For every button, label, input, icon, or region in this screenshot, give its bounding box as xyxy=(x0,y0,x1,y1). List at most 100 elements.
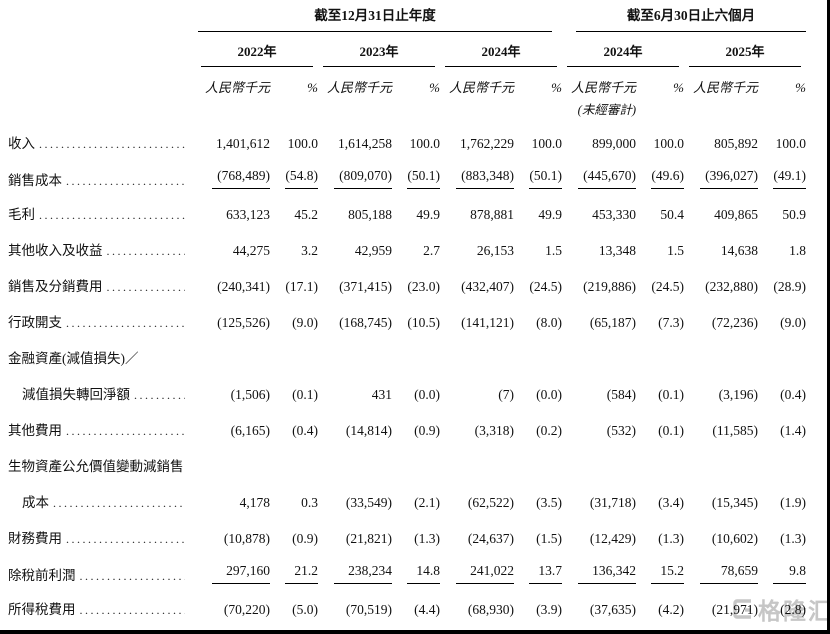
unit-header-row: 人民幣千元 % 人民幣千元 % 人民幣千元 % 人民幣千元 % 人民幣千元 % xyxy=(0,67,806,96)
percent-cell: 11.0 xyxy=(636,626,684,630)
row-label: 年度／期間利潤 xyxy=(0,626,196,630)
unit-header-amount: 人民幣千元 xyxy=(204,80,270,95)
unit-header-percent: % xyxy=(307,80,318,95)
amount-cell: (584) xyxy=(606,387,636,402)
dot-leader xyxy=(39,208,185,223)
period-header-annual-label: 截至12月31日止年度 xyxy=(198,4,552,32)
percent-cell: 49.9 xyxy=(538,207,562,222)
table-row: 金融資產(減值損失)／ xyxy=(0,339,806,375)
percent-cell: (10.5) xyxy=(407,315,440,330)
unaudited-note: (未經審計) xyxy=(577,103,636,117)
percent-cell: (1.3) xyxy=(414,531,440,546)
amount-cell: (10,602) xyxy=(711,531,758,546)
amount-cell: (809,070) xyxy=(318,160,392,195)
row-label: 其他費用 xyxy=(0,411,196,447)
percent-cell: (2.1) xyxy=(414,495,440,510)
percent-cell: 50.9 xyxy=(782,207,806,222)
amount-cell: (768,489) xyxy=(196,160,270,195)
percent-cell: (0.9) xyxy=(414,423,440,438)
amount-cell: (125,526) xyxy=(217,315,270,330)
amount-cell: 297,160 xyxy=(196,555,270,590)
amount-cell: (21,971) xyxy=(711,602,758,617)
percent-cell: 9.8 xyxy=(514,626,562,630)
percent-cell: (0.1) xyxy=(658,387,684,402)
row-label: 其他收入及收益 xyxy=(0,231,196,267)
amount-cell: 1,401,612 xyxy=(216,136,270,151)
amount-cell: (24,637) xyxy=(467,531,514,546)
header-spacer xyxy=(0,4,196,32)
table-row: 其他費用 (6,165) (0.4) (14,814) (0.9) (3,318) (0.2… xyxy=(0,411,806,447)
period-header-interim-label: 截至6月30日止六個月 xyxy=(576,4,806,32)
table-row: 成本 4,178 0.3 (33,549) (2.1) (62,522) (3.5) (31,… xyxy=(0,483,806,519)
amount-cell: 26,153 xyxy=(476,243,514,258)
percent-cell: (9.0) xyxy=(292,315,318,330)
amount-cell: 13,348 xyxy=(598,243,636,258)
amount-cell: (72,236) xyxy=(711,315,758,330)
percent-cell: (1.3) xyxy=(658,531,684,546)
table-row: 毛利 633,123 45.2 805,188 49.9 878,881 49.9 453,3… xyxy=(0,195,806,231)
amount-cell: (168,745) xyxy=(339,315,392,330)
amount-cell: (31,718) xyxy=(589,495,636,510)
gelonghui-watermark: 格隆汇 xyxy=(731,592,830,626)
percent-cell: (0.1) xyxy=(658,423,684,438)
table-row: 銷售成本(768,489)(54.8)(809,070)(50.1)(883,3… xyxy=(0,160,806,195)
dot-leader xyxy=(80,603,186,618)
percent-cell: (7.3) xyxy=(658,315,684,330)
financial-table: 截至12月31日止年度 截至6月30日止六個月 2022年 2023年 2024… xyxy=(0,4,806,630)
amount-cell: 136,342 xyxy=(562,555,636,590)
dot-leader xyxy=(80,569,186,584)
amount-cell: (141,121) xyxy=(461,315,514,330)
year-column-header-2024-interim: 2024年 xyxy=(562,32,684,67)
percent-cell: (50.1) xyxy=(392,160,440,195)
dot-leader xyxy=(66,424,185,439)
table-row: 行政開支 (125,526) (9.0) (168,745) (10.5) (141,12… xyxy=(0,303,806,339)
row-label: 銷售成本 xyxy=(0,160,196,195)
amount-cell: 899,000 xyxy=(592,136,636,151)
amount-cell: 431 xyxy=(371,387,392,402)
table-row: 所得稅費用 (70,220) (5.0) (70,519) (4.4) (68,930) (… xyxy=(0,590,806,626)
unit-header-percent: % xyxy=(795,80,806,95)
unit-header-amount: 人民幣千元 xyxy=(570,80,636,95)
amount-cell: 805,892 xyxy=(714,136,758,151)
percent-cell: (0.1) xyxy=(292,387,318,402)
amount-cell: (445,670) xyxy=(562,160,636,195)
amount-cell: 56,688 xyxy=(684,626,758,630)
percent-cell: (4.2) xyxy=(658,602,684,617)
dot-leader xyxy=(66,532,185,547)
row-label: 毛利 xyxy=(0,195,196,231)
percent-cell: 2.7 xyxy=(423,243,440,258)
amount-cell: (33,549) xyxy=(345,495,392,510)
amount-cell: 44,275 xyxy=(232,243,270,258)
amount-cell: (68,930) xyxy=(467,602,514,617)
percent-cell: 14.8 xyxy=(392,555,440,590)
watermark-text: 格隆汇 xyxy=(758,598,830,624)
percent-cell: (0.4) xyxy=(292,423,318,438)
percent-cell: (49.1) xyxy=(758,160,806,195)
table-row: 年度／期間利潤226,94016.2167,71510.4172,0929.89… xyxy=(0,626,806,630)
row-label: 減值損失轉回淨額 xyxy=(0,375,196,411)
header-spacer xyxy=(0,32,196,67)
percent-cell: (8.0) xyxy=(536,315,562,330)
amount-cell: (65,187) xyxy=(589,315,636,330)
percent-cell: 0.3 xyxy=(301,495,318,510)
amount-cell: (7) xyxy=(498,387,514,402)
empty-cells xyxy=(196,339,806,375)
percent-cell: 100.0 xyxy=(287,136,318,151)
table-row: 收入 1,401,612 100.0 1,614,258 100.0 1,762,229 1… xyxy=(0,118,806,160)
amount-cell: (240,341) xyxy=(217,279,270,294)
year-column-header-2022: 2022年 xyxy=(196,32,318,67)
amount-cell: (21,821) xyxy=(345,531,392,546)
row-label: 行政開支 xyxy=(0,303,196,339)
percent-cell: (49.6) xyxy=(636,160,684,195)
percent-cell: (28.9) xyxy=(773,279,806,294)
percent-cell: 1.5 xyxy=(545,243,562,258)
amount-cell: (37,635) xyxy=(589,602,636,617)
percent-cell: (17.1) xyxy=(285,279,318,294)
percent-cell: 21.2 xyxy=(270,555,318,590)
percent-cell: (4.4) xyxy=(414,602,440,617)
amount-cell: (1,506) xyxy=(230,387,270,402)
percent-cell: (5.0) xyxy=(292,602,318,617)
percent-cell: 15.2 xyxy=(636,555,684,590)
percent-cell: (24.5) xyxy=(529,279,562,294)
amount-cell: (70,220) xyxy=(223,602,270,617)
